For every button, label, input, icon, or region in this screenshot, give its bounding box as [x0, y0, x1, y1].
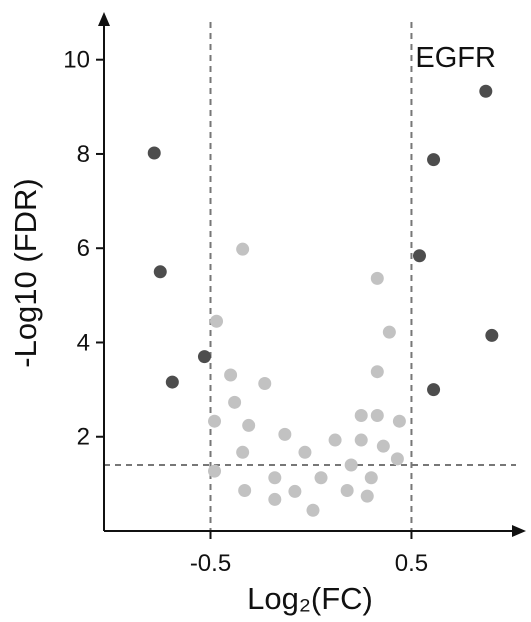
significant-point	[153, 265, 167, 279]
annotations: EGFR	[415, 42, 496, 74]
x-tick-label: 0.5	[395, 550, 428, 577]
y-axis-title: -Log10 (FDR)	[8, 178, 43, 368]
y-tick-label: 10	[63, 47, 90, 74]
nonsignificant-point	[364, 471, 378, 485]
nonsignificant-point	[278, 427, 292, 441]
nonsignificant-point	[354, 433, 368, 447]
nonsignificant-point	[370, 365, 384, 379]
significant-point	[427, 383, 441, 397]
nonsignificant-point	[314, 471, 328, 485]
y-tick-label: 6	[77, 235, 90, 262]
x-tick-label: -0.5	[190, 550, 231, 577]
x-axis-title: Log₂(FC)	[247, 581, 373, 616]
nonsignificant-point	[392, 414, 406, 428]
significant-point	[479, 84, 493, 98]
y-tick-label: 2	[77, 424, 90, 451]
nonsignificant-point	[236, 445, 250, 459]
nonsignificant-point	[328, 433, 342, 447]
nonsignificant-point	[354, 409, 368, 423]
significant-point	[147, 146, 161, 160]
ticks: 2 4 6 8 10 -0.5 0.5	[63, 47, 428, 577]
nonsignificant-point	[224, 368, 238, 382]
significant-point	[427, 153, 441, 167]
significant-point	[412, 249, 426, 263]
nonsignificant-point	[390, 452, 404, 466]
x-axis-arrowhead	[512, 525, 526, 537]
nonsignificant-point	[210, 314, 224, 328]
gene-label: EGFR	[415, 42, 496, 74]
nonsignificant-point	[376, 439, 390, 453]
threshold-lines	[104, 22, 516, 531]
nonsignificant-point	[258, 376, 272, 390]
nonsignificant-point	[370, 271, 384, 285]
significant-point	[197, 350, 211, 364]
y-axis-arrowhead	[98, 12, 110, 26]
nonsignificant-point	[360, 489, 374, 503]
significant-point	[165, 375, 179, 389]
y-tick-label: 4	[77, 329, 90, 356]
significant-point	[485, 328, 499, 342]
nonsignificant-point	[382, 325, 396, 339]
axes	[98, 12, 526, 537]
data-points	[147, 84, 499, 517]
nonsignificant-point	[268, 471, 282, 485]
nonsignificant-point	[268, 492, 282, 506]
nonsignificant-point	[370, 409, 384, 423]
nonsignificant-point	[208, 414, 222, 428]
nonsignificant-point	[344, 458, 358, 472]
nonsignificant-point	[236, 242, 250, 256]
nonsignificant-point	[298, 445, 312, 459]
nonsignificant-point	[288, 484, 302, 498]
nonsignificant-point	[208, 464, 222, 478]
nonsignificant-point	[306, 503, 320, 517]
nonsignificant-point	[242, 418, 256, 432]
nonsignificant-point	[238, 483, 252, 497]
nonsignificant-point	[228, 395, 242, 409]
y-tick-label: 8	[77, 141, 90, 168]
nonsignificant-point	[340, 483, 354, 497]
